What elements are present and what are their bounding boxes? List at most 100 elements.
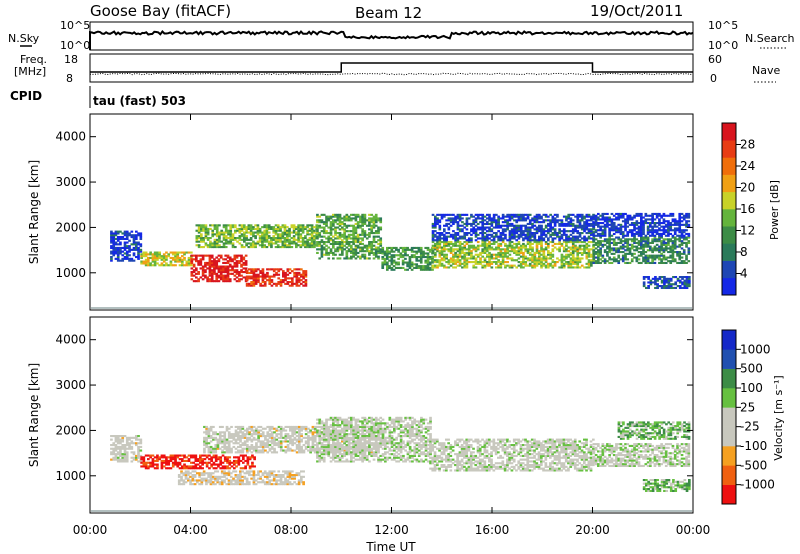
data-cell — [653, 218, 657, 221]
data-cell — [617, 254, 621, 257]
data-cell — [250, 282, 253, 285]
data-cell — [374, 232, 378, 235]
data-cell — [228, 265, 232, 268]
data-cell — [445, 219, 448, 222]
data-cell — [197, 260, 200, 263]
data-cell — [513, 213, 516, 216]
data-cell — [214, 470, 217, 473]
data-cell — [637, 254, 641, 257]
data-cell — [300, 268, 303, 271]
data-cell — [206, 246, 210, 249]
data-cell — [142, 461, 146, 464]
data-cell — [673, 236, 677, 239]
data-cell — [510, 233, 514, 236]
colorbar-segment — [722, 140, 736, 158]
data-cell — [110, 444, 113, 447]
data-cell — [137, 248, 140, 251]
data-cell — [685, 279, 689, 282]
data-cell — [228, 263, 232, 266]
data-cell — [286, 479, 290, 482]
data-cell — [640, 216, 643, 219]
data-cell — [474, 239, 478, 242]
data-cell — [676, 238, 679, 241]
data-cell — [345, 224, 349, 227]
data-cell — [352, 233, 355, 236]
data-cell — [286, 475, 290, 478]
data-cell — [231, 233, 235, 236]
data-cell — [356, 224, 360, 227]
data-cell — [456, 213, 460, 216]
data-cell — [495, 257, 498, 260]
data-cell — [560, 235, 564, 238]
data-cell — [533, 262, 537, 265]
data-cell — [247, 224, 251, 227]
data-cell — [224, 278, 228, 281]
data-cell — [327, 217, 331, 220]
data-cell — [213, 261, 216, 265]
data-cell — [361, 239, 364, 242]
data-cell — [204, 244, 208, 247]
data-cell — [308, 242, 312, 245]
data-cell — [531, 222, 534, 226]
data-cell — [207, 475, 210, 478]
data-cell — [660, 245, 663, 248]
data-cell — [497, 235, 500, 238]
data-cell — [281, 233, 285, 236]
data-cell — [297, 227, 300, 231]
data-cell — [649, 225, 652, 228]
data-cell — [350, 219, 353, 222]
data-cell — [151, 258, 155, 261]
data-cell — [230, 440, 233, 443]
data-cell — [286, 231, 289, 234]
data-cell — [488, 237, 491, 240]
data-cell — [283, 231, 287, 234]
data-cell — [327, 251, 331, 255]
data-cell — [644, 222, 648, 225]
data-cell — [476, 248, 480, 251]
data-cell — [167, 253, 171, 256]
data-cell — [261, 281, 265, 284]
data-cell — [419, 257, 423, 260]
data-cell — [499, 233, 503, 236]
data-cell — [653, 238, 657, 241]
data-cell — [470, 253, 473, 256]
data-cell — [128, 444, 131, 447]
data-cell — [240, 260, 243, 263]
data-cell — [664, 225, 668, 228]
data-cell — [495, 255, 498, 258]
data-cell — [571, 230, 575, 233]
data-cell — [112, 451, 116, 454]
data-cell — [266, 279, 269, 282]
data-cell — [594, 252, 598, 255]
data-cell — [574, 230, 577, 233]
data-cell — [205, 461, 209, 464]
data-cell — [542, 251, 546, 255]
data-cell — [228, 272, 232, 275]
data-cell — [214, 431, 218, 434]
data-cell — [329, 215, 333, 218]
data-cell — [678, 216, 682, 219]
data-cell — [191, 474, 195, 477]
data-cell — [130, 460, 134, 463]
data-cell — [211, 477, 215, 480]
data-cell — [302, 475, 305, 478]
data-cell — [619, 223, 623, 226]
data-cell — [205, 442, 208, 445]
data-cell — [267, 244, 271, 247]
data-cell — [119, 451, 122, 454]
data-cell — [248, 275, 251, 278]
data-cell — [272, 231, 276, 234]
data-cell — [325, 237, 328, 240]
data-cell — [250, 284, 253, 287]
data-cell — [655, 216, 659, 219]
data-cell — [114, 449, 118, 452]
data-cell — [341, 233, 344, 236]
data-cell — [642, 232, 645, 236]
data-cell — [470, 230, 473, 233]
data-cell — [626, 218, 630, 221]
data-cell — [125, 252, 129, 255]
data-cell — [165, 456, 168, 459]
data-cell — [343, 222, 346, 226]
data-cell — [486, 248, 489, 251]
data-cell — [646, 232, 650, 236]
